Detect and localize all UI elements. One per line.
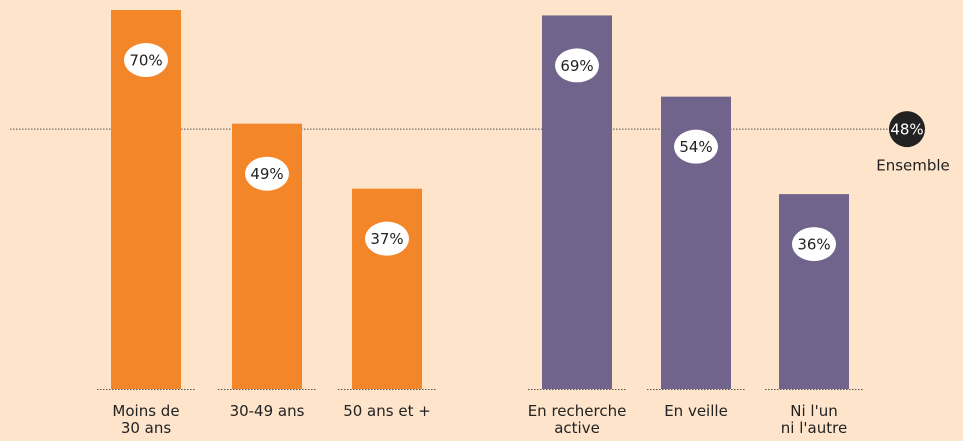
value-badge xyxy=(245,156,289,191)
value-label: 70% xyxy=(129,52,162,70)
value-badge xyxy=(555,48,599,83)
bar xyxy=(352,188,422,389)
category-label: En recherche active xyxy=(527,402,627,437)
value-badge xyxy=(365,221,409,256)
category-label: En veille xyxy=(664,402,728,420)
category-label: 30-49 ans xyxy=(229,402,305,420)
value-label: 36% xyxy=(797,236,830,254)
category-label: Ni l'un ni l'autre xyxy=(780,402,848,437)
category-label: Moins de 30 ans xyxy=(112,402,180,437)
value-badge xyxy=(792,227,836,262)
value-badge xyxy=(124,43,168,78)
value-label: 54% xyxy=(679,138,712,156)
value-label: 37% xyxy=(370,230,403,248)
reference-label: 48% xyxy=(890,121,923,139)
reference-badge xyxy=(889,111,925,148)
value-badge xyxy=(674,129,718,164)
category-label: 50 ans et + xyxy=(343,402,431,420)
bar xyxy=(779,194,849,389)
value-label: 49% xyxy=(250,165,283,183)
reference-text: Ensemble xyxy=(876,157,950,175)
value-label: 69% xyxy=(560,57,593,75)
